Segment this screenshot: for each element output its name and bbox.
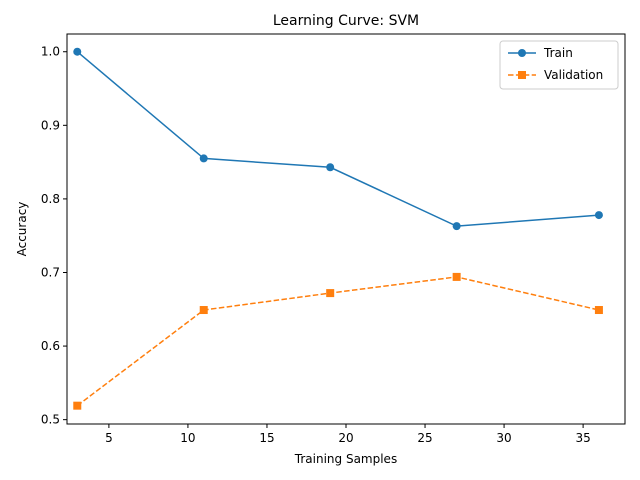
plot-frame [66,33,626,425]
y-axis: 0.5 0.6 0.7 0.8 0.9 1.0 [41,45,67,427]
plot-area [73,47,603,410]
legend-validation-marker [518,71,526,79]
x-tick-label: 30 [496,431,511,445]
x-axis: 5 10 15 20 25 30 35 [105,424,591,445]
legend-train-label: Train [543,46,573,60]
validation-point [452,272,461,281]
legend-train-marker [518,49,526,57]
y-tick-label: 0.5 [41,413,60,427]
validation-point [594,306,603,315]
x-tick-label: 15 [259,431,274,445]
train-point [594,211,603,220]
validation-series-line [76,276,600,407]
train-point [326,163,335,172]
legend-validation-label: Validation [544,68,603,82]
train-point [199,154,208,163]
validation-point [326,289,335,298]
train-point [452,222,461,231]
y-tick-label: 0.6 [41,339,60,353]
x-tick-label: 25 [417,431,432,445]
train-point [73,47,82,56]
legend: Train Validation [499,40,619,90]
x-tick-label: 5 [105,431,113,445]
x-tick-label: 35 [575,431,590,445]
x-axis-label: Training Samples [294,452,397,466]
y-tick-label: 0.7 [41,265,60,279]
validation-point [199,306,208,315]
x-tick-label: 20 [338,431,353,445]
y-tick-label: 0.9 [41,118,60,132]
y-tick-label: 1.0 [41,45,60,59]
y-tick-label: 0.8 [41,192,60,206]
validation-point [73,401,82,410]
x-tick-label: 10 [180,431,195,445]
y-axis-label: Accuracy [15,202,29,257]
chart-title: Learning Curve: SVM [273,13,419,29]
